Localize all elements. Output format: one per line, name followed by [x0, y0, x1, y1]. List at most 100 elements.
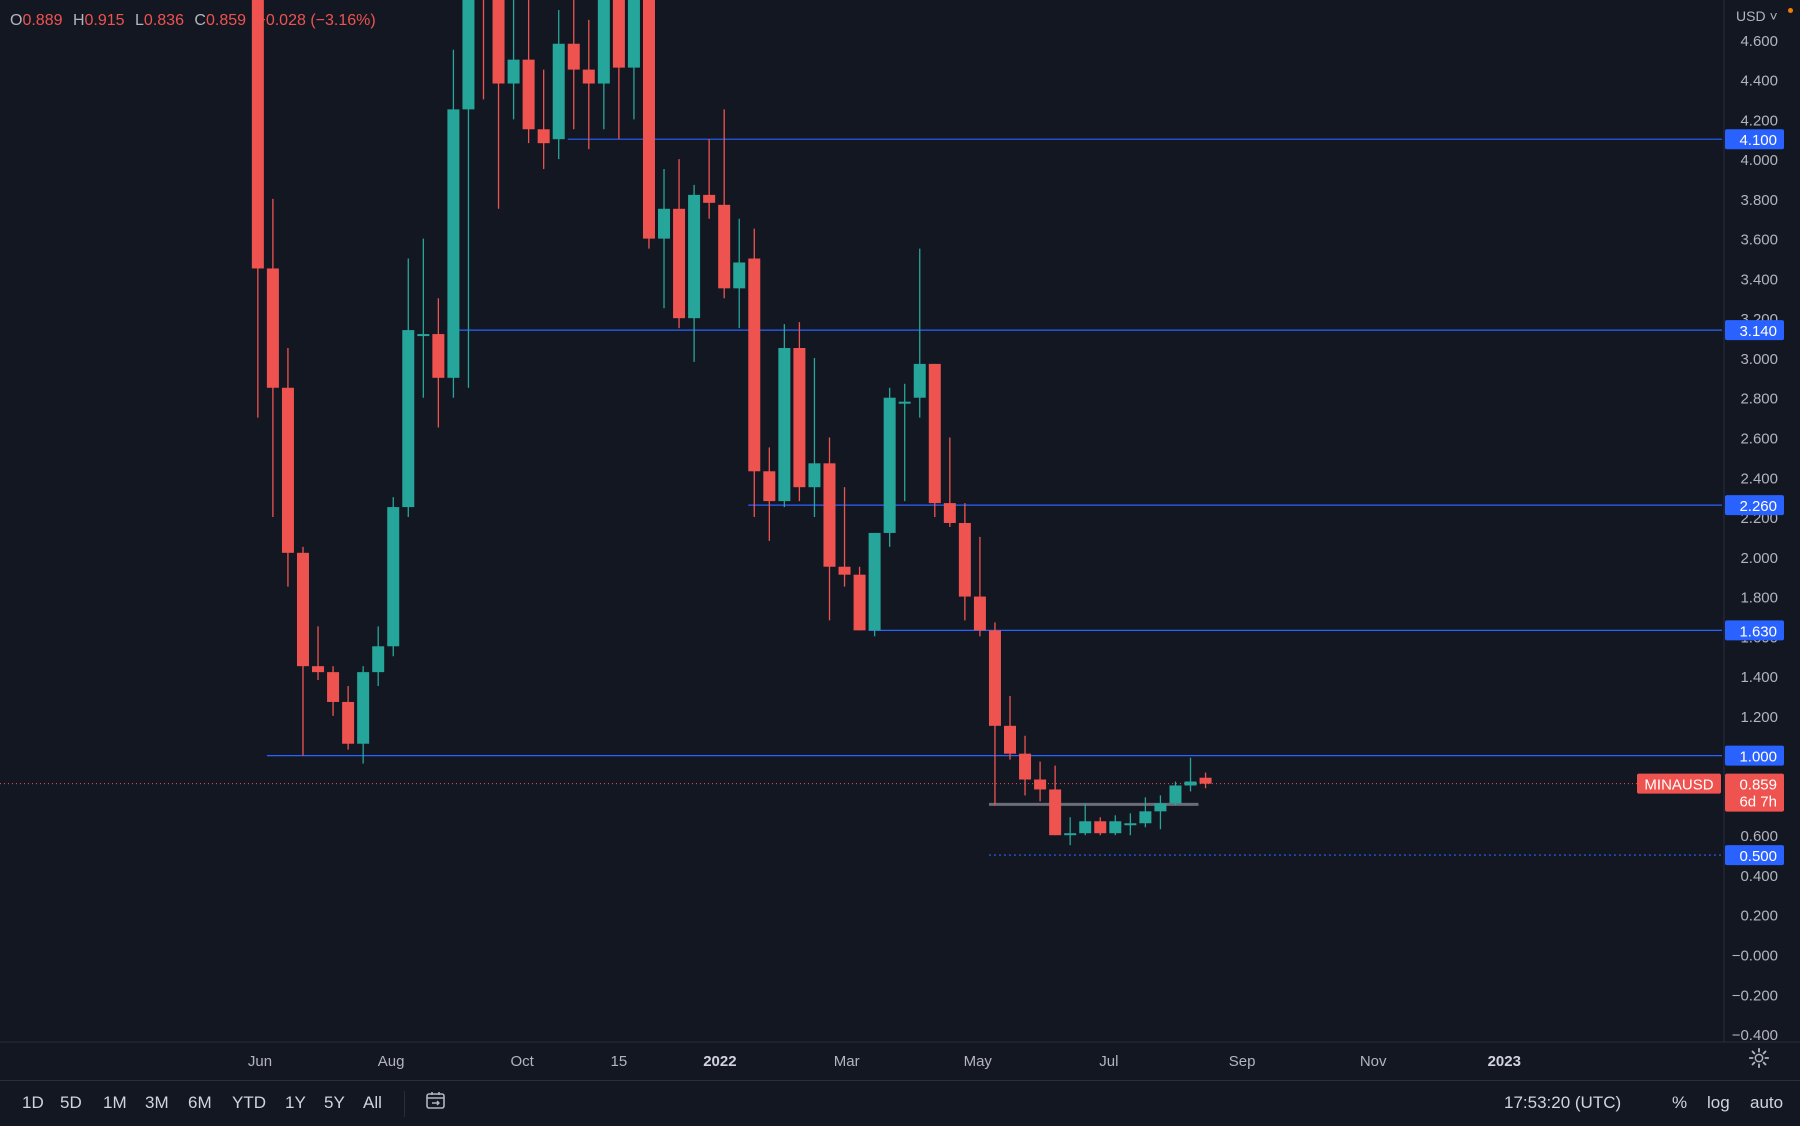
candle-body — [327, 672, 340, 702]
time-tick-label: Nov — [1360, 1053, 1387, 1070]
range-button-5d[interactable]: 5D — [60, 1093, 82, 1112]
price-chart[interactable]: 4.6004.4004.2004.0003.8003.6003.4003.200… — [0, 0, 1800, 1080]
candle-body — [1004, 725, 1017, 754]
currency-label: USD — [1736, 8, 1766, 24]
candle-body — [432, 334, 445, 378]
candle-body — [1049, 789, 1062, 836]
candle-body — [943, 503, 956, 523]
range-button-1d[interactable]: 1D — [22, 1093, 44, 1112]
time-tick-label: Jul — [1099, 1053, 1118, 1070]
candle-down — [1019, 735, 1032, 796]
candle-up — [357, 666, 370, 764]
price-tick-label: 3.800 — [1740, 192, 1778, 209]
candle-body — [1109, 821, 1122, 834]
candle-down — [928, 363, 941, 518]
candle-body — [266, 268, 279, 388]
candle-up — [688, 184, 701, 362]
candle-body — [552, 43, 565, 140]
candle-down — [718, 109, 731, 299]
price-tick-label: 1.800 — [1740, 590, 1778, 607]
candle-body — [658, 208, 671, 239]
candle-up — [402, 258, 415, 518]
chevron-down-icon: ˅ — [1769, 8, 1778, 24]
range-button-ytd[interactable]: YTD — [232, 1093, 266, 1112]
candle-body — [988, 630, 1001, 726]
candle-up — [883, 387, 896, 547]
calendar-goto-icon[interactable] — [424, 1089, 448, 1113]
candle-body — [748, 258, 761, 472]
candle-up — [1154, 795, 1167, 830]
price-tick-label: 2.000 — [1740, 550, 1778, 567]
low-label: L — [135, 12, 144, 29]
range-button-3m[interactable]: 3M — [145, 1093, 169, 1112]
candle-body — [387, 507, 400, 647]
candle-down — [251, 0, 264, 418]
price-tick-label: 1.200 — [1740, 709, 1778, 726]
time-tick-label: May — [964, 1053, 993, 1070]
candle-up — [417, 238, 430, 398]
range-button-1y[interactable]: 1Y — [285, 1093, 306, 1112]
price-tick-label: 4.200 — [1740, 112, 1778, 129]
candle-body — [627, 0, 640, 68]
candle-down — [793, 322, 806, 502]
open-label: O — [10, 12, 23, 29]
candle-up — [372, 626, 385, 687]
candle-down — [673, 159, 686, 329]
candle-up — [1184, 757, 1197, 792]
log-toggle[interactable]: log — [1707, 1093, 1730, 1112]
candle-body — [718, 204, 731, 289]
candle-body — [372, 646, 385, 673]
candle-body — [462, 0, 475, 110]
bar-countdown: 6d 7h — [1739, 794, 1777, 811]
time-tick-label: Mar — [834, 1053, 860, 1070]
last-price-tag-bg — [1725, 773, 1784, 812]
time-display[interactable]: 17:53:20 (UTC) — [1504, 1093, 1622, 1112]
candle-down — [296, 546, 309, 756]
price-tick-label: 0.200 — [1740, 908, 1778, 925]
candle-down — [823, 437, 836, 621]
candle-body — [597, 0, 610, 84]
auto-toggle[interactable]: auto — [1750, 1093, 1784, 1112]
candle-body — [1064, 833, 1077, 836]
level-label: 4.100 — [1739, 132, 1777, 149]
currency-selector[interactable]: USD ˅ — [1736, 8, 1778, 24]
candle-down — [522, 0, 535, 144]
candle-down — [703, 139, 716, 219]
candle-up — [898, 383, 911, 502]
time-tick-label: 2023 — [1488, 1053, 1521, 1070]
candle-body — [928, 363, 941, 504]
candle-body — [402, 330, 415, 508]
symbol-tag: MINAUSD — [1644, 777, 1713, 794]
candle-body — [612, 0, 625, 68]
candle-body — [703, 194, 716, 203]
change-value: −0.028 (−3.16%) — [256, 12, 376, 29]
range-button-6m[interactable]: 6M — [188, 1093, 212, 1112]
range-button-1m[interactable]: 1M — [103, 1093, 127, 1112]
range-button-all[interactable]: All — [363, 1093, 382, 1112]
candle-down — [281, 347, 294, 587]
candle-body — [808, 463, 821, 488]
candle-down — [853, 566, 866, 631]
range-button-5y[interactable]: 5Y — [324, 1093, 345, 1112]
candle-down — [537, 69, 550, 170]
candle-down — [1094, 817, 1107, 836]
candle-down — [1004, 695, 1017, 760]
level-label-bg — [1725, 495, 1784, 516]
candle-down — [1034, 761, 1047, 802]
candle-up — [658, 169, 671, 309]
candle-down — [266, 198, 279, 518]
time-axis[interactable]: Jun Aug Oct 15 2022 Mar May Jul Sep Nov 2023 — [248, 1053, 1521, 1070]
percent-toggle[interactable]: % — [1672, 1093, 1688, 1112]
price-axis[interactable]: 4.6004.4004.2004.0003.8003.6003.4003.200… — [0, 0, 1800, 1044]
candle-body — [868, 532, 881, 631]
gear-icon[interactable] — [1748, 1047, 1770, 1069]
candle-body — [853, 574, 866, 631]
candle-body — [733, 262, 746, 289]
time-tick-label: Aug — [378, 1053, 405, 1070]
level-label: 1.630 — [1739, 623, 1777, 640]
candle-body — [688, 194, 701, 319]
high-label: H — [72, 12, 85, 29]
price-tick-label: −0.200 — [1732, 987, 1778, 1004]
candle-body — [1169, 785, 1182, 804]
candle-body — [522, 59, 535, 130]
